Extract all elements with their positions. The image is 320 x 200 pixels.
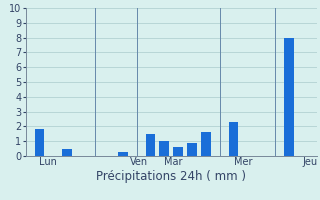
- Bar: [146, 134, 155, 156]
- Bar: [35, 129, 44, 156]
- Bar: [159, 141, 169, 156]
- Bar: [187, 143, 197, 156]
- X-axis label: Précipitations 24h ( mm ): Précipitations 24h ( mm ): [96, 170, 246, 183]
- Bar: [201, 132, 211, 156]
- Bar: [173, 147, 183, 156]
- Bar: [62, 149, 72, 156]
- Bar: [118, 152, 127, 156]
- Bar: [284, 38, 294, 156]
- Bar: [229, 122, 238, 156]
